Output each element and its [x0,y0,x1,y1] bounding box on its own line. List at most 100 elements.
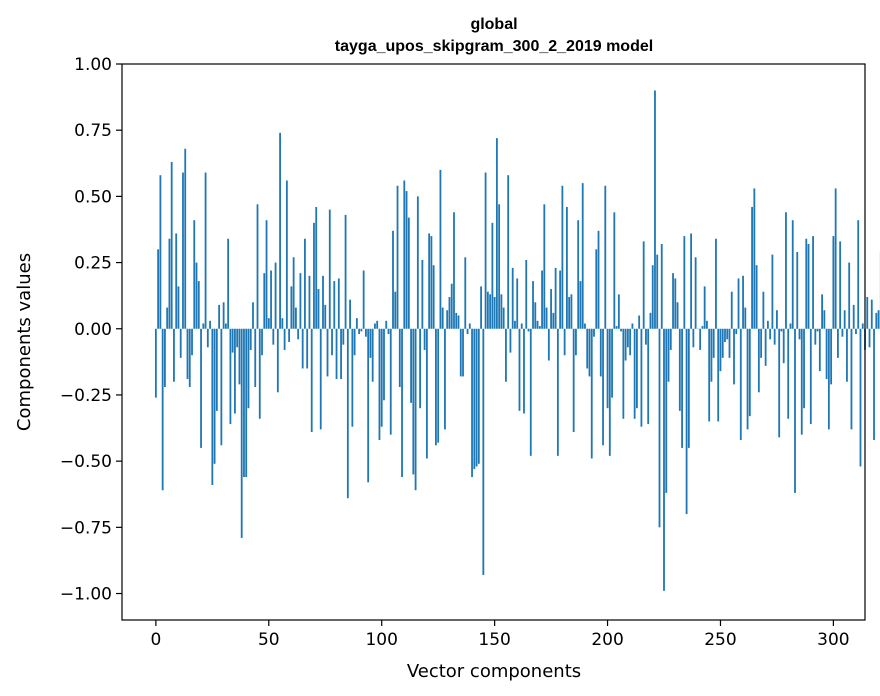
bar-95 [369,328,372,358]
bar-69 [310,328,313,433]
bar-115 [414,328,417,491]
bar-74 [322,275,324,329]
bar-22 [204,172,207,329]
bar-28 [218,304,221,329]
bar-298 [827,328,830,430]
y-tick-label: 1.00 [74,55,112,75]
bar-137 [464,257,467,329]
bar-206 [620,328,622,332]
bar-32 [227,238,230,329]
bar-201 [608,328,611,456]
y-tick-label: −0.50 [60,452,112,472]
bar-221 [654,90,656,329]
bar-135 [459,328,462,377]
bar-169 [536,320,539,329]
y-tick-label: −0.75 [60,518,112,538]
bar-36 [236,328,239,348]
bar-148 [489,294,492,329]
bar-29 [220,328,223,446]
bar-0 [154,328,157,398]
bar-110 [403,180,406,329]
y-axis-label: Components values [14,253,35,431]
bar-158 [511,267,514,329]
bar-50 [267,318,270,329]
x-tick-label: 200 [591,630,623,650]
bar-129 [446,310,449,329]
bar-171 [541,270,543,329]
bar-35 [234,328,236,414]
bar-238 [692,328,695,348]
bar-194 [593,328,595,337]
bar-272 [769,328,772,340]
y-axis: 1.00 0.75 0.50 0.25 0.00 −0.25 −0.50 −0.75 −1.00 [60,55,122,605]
bar-263 [748,328,751,417]
bar-147 [486,291,489,329]
bar-254 [728,328,731,358]
bar-297 [825,328,828,380]
bar-198 [602,328,604,446]
bar-304 [841,328,844,337]
bar-222 [656,254,659,329]
bar-82 [340,328,342,380]
bar-262 [746,328,749,430]
bar-149 [491,222,494,329]
x-tick-label: 150 [478,630,510,650]
bar-220 [651,265,654,329]
bar-299 [830,328,833,385]
bar-185 [572,328,575,433]
bar-250 [719,328,722,372]
bar-277 [780,328,783,332]
bar-173 [545,307,548,329]
bar-214 [638,315,641,329]
bar-42 [249,328,252,350]
bar-39 [243,328,245,478]
bar-186 [575,328,577,356]
bar-215 [640,328,643,427]
bar-140 [471,328,473,478]
bar-141 [473,328,476,470]
bar-27 [215,328,218,411]
bar-66 [304,238,306,329]
bar-55 [279,132,281,329]
bar-237 [690,233,693,329]
bar-203 [613,212,616,329]
bar-296 [823,310,826,329]
bar-130 [448,296,451,329]
x-tick-label: 250 [704,630,736,650]
bar-245 [708,328,711,422]
bar-242 [701,326,704,329]
bar-229 [672,273,674,329]
bar-120 [425,328,428,459]
bar-210 [629,328,632,356]
bar-145 [482,328,485,575]
bar-318 [873,328,875,440]
bar-319 [875,312,878,329]
bar-184 [570,294,573,329]
bar-282 [791,220,794,329]
bar-218 [647,328,650,425]
bars-group [154,90,880,591]
bar-109 [401,328,403,478]
bar-308 [850,328,853,430]
bar-54 [276,328,279,393]
bar-41 [247,328,250,409]
bar-290 [809,328,812,425]
bar-9 [175,233,178,329]
bar-113 [410,328,412,403]
y-tick-label: −1.00 [60,585,112,605]
bar-104 [389,328,392,435]
bar-123 [432,265,435,329]
bar-226 [665,328,668,493]
bar-231 [676,302,679,329]
bar-183 [568,296,571,329]
bar-61 [292,257,295,329]
bar-111 [405,191,408,329]
bar-51 [270,270,272,329]
bar-188 [579,281,582,329]
bar-164 [525,259,528,329]
bar-105 [392,230,394,329]
bar-60 [290,286,293,329]
bar-48 [263,273,266,329]
bar-174 [547,328,550,361]
bar-90 [358,328,361,335]
